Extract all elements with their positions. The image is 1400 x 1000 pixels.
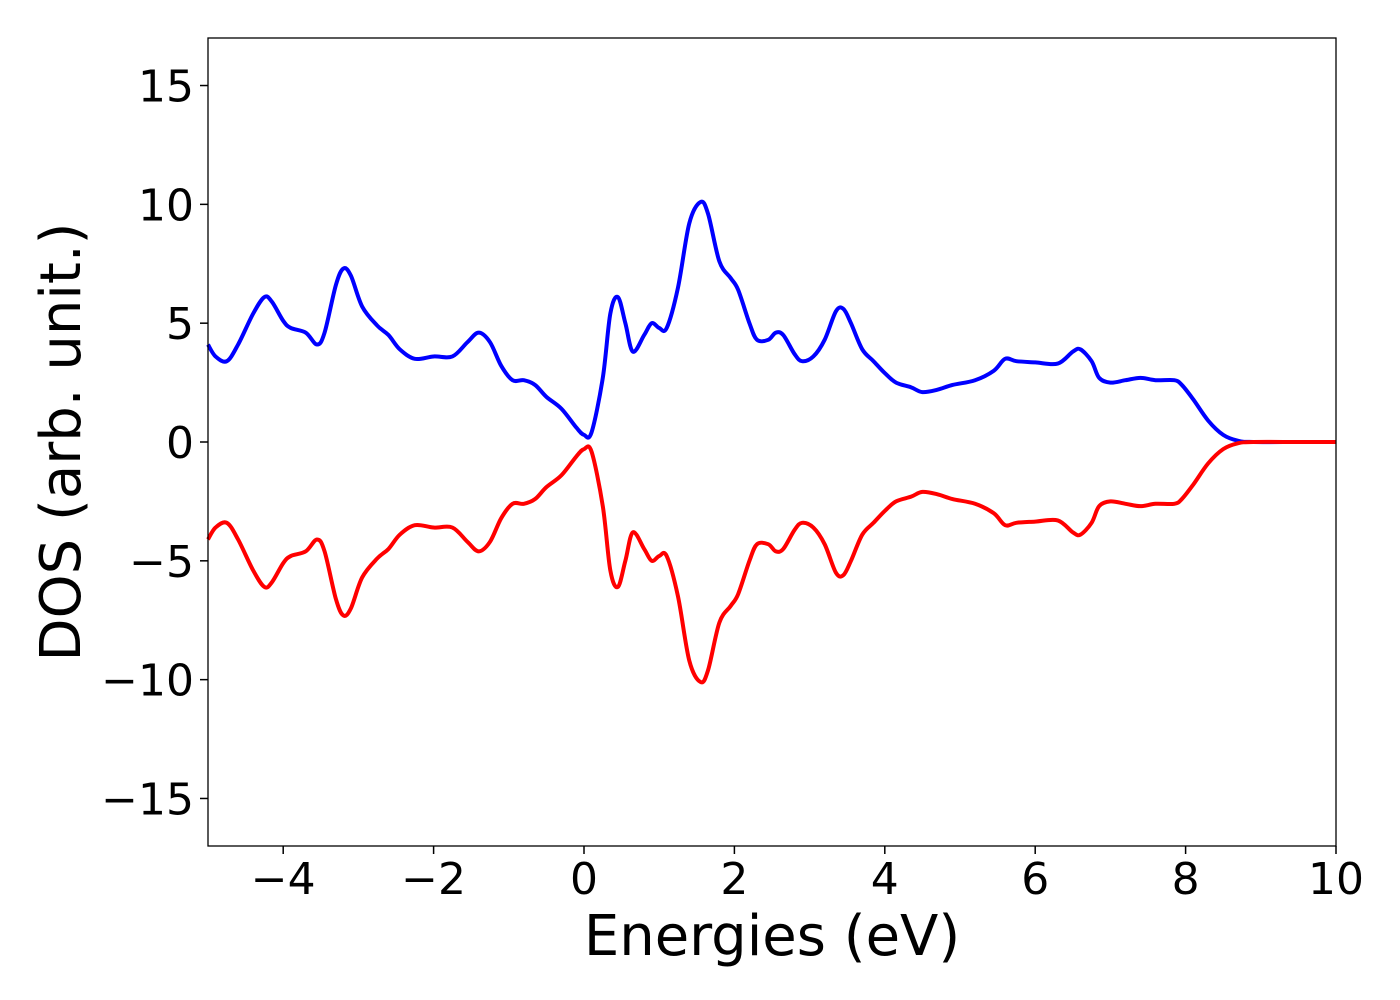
- x-tick-label: −4: [251, 854, 316, 905]
- y-tick-label: −15: [101, 774, 194, 825]
- y-axis-ticks: −15 −10 −5 0 5 10 15: [101, 62, 208, 825]
- y-tick-label: −10: [101, 656, 194, 707]
- series-line-1: [206, 439, 1336, 685]
- series-line-0: [206, 199, 1336, 445]
- y-axis-label: DOS (arb. unit.): [29, 222, 94, 661]
- x-axis-label: Energies (eV): [584, 904, 960, 969]
- y-tick-label: 10: [138, 180, 194, 231]
- y-tick-label: −5: [129, 537, 194, 588]
- x-tick-label: 6: [1021, 854, 1049, 905]
- x-tick-label: 8: [1172, 854, 1200, 905]
- y-tick-label: 5: [166, 299, 194, 350]
- x-axis-ticks: −4 −2 0 2 4 6 8 10: [251, 846, 1364, 905]
- x-tick-label: 4: [871, 854, 899, 905]
- y-tick-label: 0: [166, 418, 194, 469]
- y-tick-label: 15: [138, 62, 194, 113]
- x-tick-label: 10: [1308, 854, 1364, 905]
- x-tick-label: 2: [720, 854, 748, 905]
- x-tick-label: −2: [401, 854, 466, 905]
- x-tick-label: 0: [570, 854, 598, 905]
- series-layer: [206, 199, 1336, 685]
